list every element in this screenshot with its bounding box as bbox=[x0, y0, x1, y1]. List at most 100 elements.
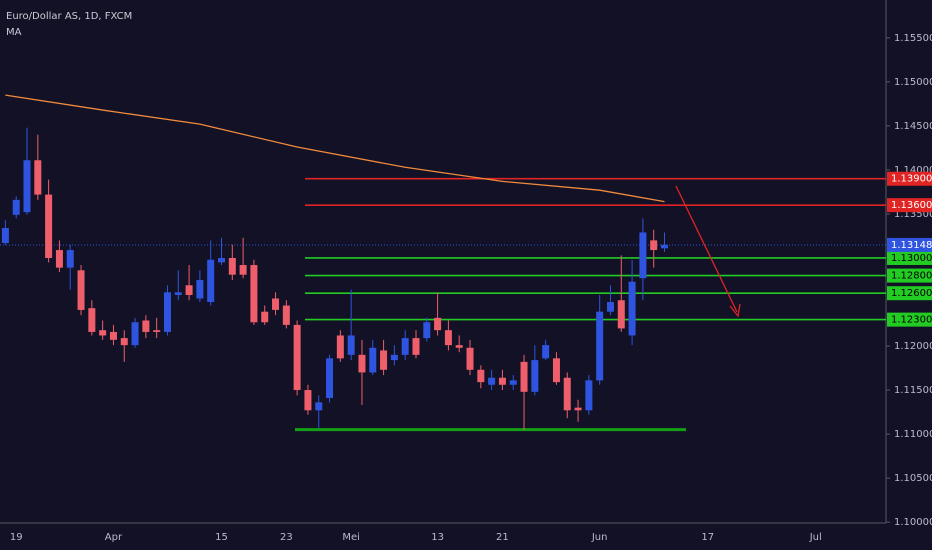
candle-body bbox=[282, 305, 290, 325]
candle-body bbox=[628, 281, 636, 336]
y-tick-label: 1.15500 bbox=[894, 33, 932, 44]
x-tick-label: Mei bbox=[342, 532, 360, 543]
candle-body bbox=[542, 345, 550, 359]
candle-body bbox=[142, 320, 150, 332]
candle-body bbox=[1, 228, 9, 244]
level-label: 1.13900 bbox=[891, 174, 932, 185]
candle-body bbox=[99, 330, 107, 336]
candle-body bbox=[401, 338, 409, 355]
arrow-head bbox=[729, 303, 741, 318]
candle-body bbox=[617, 300, 625, 329]
candle-body bbox=[423, 322, 431, 339]
x-tick-label: 23 bbox=[280, 532, 293, 543]
moving-average bbox=[5, 94, 665, 203]
candle-body bbox=[477, 369, 485, 383]
last-price-label: 1.13148 bbox=[891, 240, 932, 251]
candle-body bbox=[23, 160, 31, 213]
plot-area bbox=[0, 94, 886, 432]
candle-body bbox=[455, 345, 463, 348]
candle-body bbox=[250, 265, 258, 323]
candle-body bbox=[498, 377, 506, 385]
candle-body bbox=[109, 331, 117, 340]
x-tick-label: 19 bbox=[10, 532, 23, 543]
candle-body bbox=[315, 402, 323, 411]
candle-body bbox=[304, 390, 312, 411]
candle-body bbox=[639, 232, 647, 279]
y-tick-label: 1.13500 bbox=[894, 209, 932, 220]
level-label-box bbox=[887, 268, 932, 283]
candle-body bbox=[218, 257, 225, 263]
level-label-box bbox=[887, 171, 932, 186]
candle-body bbox=[434, 317, 442, 331]
y-tick-label: 1.10000 bbox=[894, 517, 932, 528]
candle-body bbox=[509, 380, 517, 385]
candle-body bbox=[520, 361, 528, 392]
candle-body bbox=[34, 160, 42, 195]
candle-body bbox=[239, 265, 247, 275]
x-tick-label: Jun bbox=[591, 532, 608, 543]
candle-body bbox=[412, 338, 420, 355]
level-label: 1.12600 bbox=[891, 288, 932, 299]
candle-body bbox=[88, 308, 96, 332]
level-label: 1.13000 bbox=[891, 253, 932, 264]
candle-body bbox=[120, 338, 128, 346]
candle-body bbox=[207, 259, 215, 303]
candle-body bbox=[563, 377, 571, 411]
level-label: 1.12300 bbox=[891, 315, 932, 326]
level-label-box bbox=[887, 250, 932, 265]
candle-body bbox=[336, 335, 344, 359]
x-tick-label: 17 bbox=[701, 532, 714, 543]
candle-body bbox=[585, 380, 593, 411]
candle-body bbox=[347, 335, 355, 355]
candle-body bbox=[369, 347, 377, 373]
x-tick-label: 15 bbox=[215, 532, 228, 543]
y-tick-label: 1.15000 bbox=[894, 77, 932, 88]
indicator-legend: MA bbox=[6, 27, 22, 38]
y-tick-label: 1.11000 bbox=[894, 429, 932, 440]
candle-body bbox=[531, 360, 539, 392]
y-tick-label: 1.10500 bbox=[894, 473, 932, 484]
candle-body bbox=[606, 302, 614, 312]
candle-body bbox=[358, 354, 366, 373]
candle-body bbox=[45, 194, 53, 258]
candle-body bbox=[326, 358, 334, 398]
candle-body bbox=[596, 311, 604, 381]
candle-body bbox=[293, 324, 301, 391]
x-tick-label: 13 bbox=[431, 532, 444, 543]
candle-body bbox=[488, 377, 496, 385]
candle-body bbox=[272, 298, 280, 310]
candle-body bbox=[77, 270, 85, 310]
trend-arrow bbox=[675, 185, 738, 313]
x-tick-label: Jul bbox=[809, 532, 822, 543]
level-label-box bbox=[887, 312, 932, 327]
candle-body bbox=[196, 279, 204, 299]
candle-body bbox=[574, 407, 582, 411]
candle-body bbox=[66, 250, 74, 268]
candle-body bbox=[55, 250, 63, 268]
candle-body bbox=[661, 244, 668, 249]
level-label: 1.12800 bbox=[891, 271, 932, 282]
candle-body bbox=[185, 285, 193, 295]
candle-body bbox=[131, 322, 139, 346]
y-tick-label: 1.14500 bbox=[894, 121, 932, 132]
candle-body bbox=[12, 199, 20, 215]
candle-body bbox=[650, 240, 658, 251]
candle-body bbox=[228, 257, 236, 275]
x-tick-label: 21 bbox=[496, 532, 509, 543]
candle-body bbox=[153, 330, 161, 332]
x-tick-label: Apr bbox=[105, 532, 123, 543]
candle-body bbox=[380, 350, 388, 370]
candle-body bbox=[552, 358, 560, 383]
level-label-box bbox=[887, 198, 932, 213]
candle-body bbox=[466, 347, 474, 370]
candle-body bbox=[444, 330, 452, 346]
chart-title: Euro/Dollar AS, 1D, FXCM bbox=[6, 11, 132, 22]
candle-body bbox=[390, 354, 398, 361]
level-label-box bbox=[887, 286, 932, 301]
level-label: 1.13600 bbox=[891, 200, 932, 211]
candle-body bbox=[163, 292, 171, 332]
axes: 1.15500 1.15000 1.14500 1.14000 1.13500 1.120… bbox=[10, 33, 932, 543]
candle-body bbox=[261, 311, 269, 323]
y-tick-label: 1.14000 bbox=[894, 165, 932, 176]
